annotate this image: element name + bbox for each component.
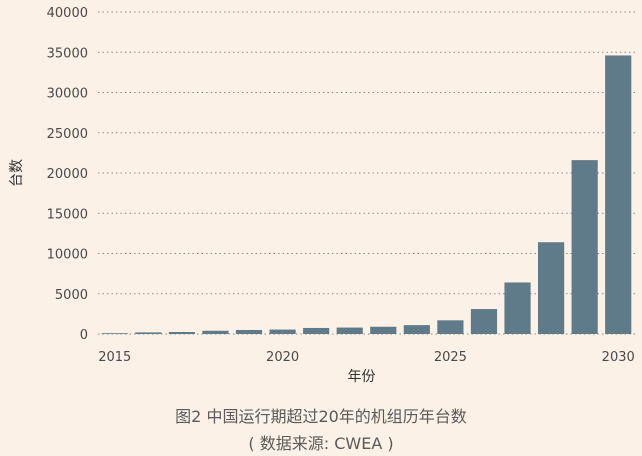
bar-2022 (336, 327, 363, 334)
y-axis-label: 台数 (9, 159, 25, 187)
y-axis-ticks: 0 5000 10000 15000 20000 25000 30000 35000 40000 (47, 6, 88, 343)
y-tick-label: 5000 (55, 288, 88, 303)
bar-2017 (168, 331, 195, 334)
figure-caption: 图2 中国运行期超过20年的机组历年台数 (175, 407, 467, 426)
bar-2028 (538, 242, 565, 334)
bar-2029 (571, 160, 598, 334)
bar-2018 (202, 330, 229, 334)
y-tick-label: 35000 (47, 46, 88, 61)
x-axis-label: 年份 (348, 369, 376, 385)
bar-2026 (470, 309, 498, 334)
y-tick-label: 20000 (47, 167, 88, 182)
bar-2025 (437, 320, 464, 334)
data-source-note: ( 数据来源: CWEA ) (248, 434, 394, 453)
bar-2023 (370, 326, 397, 334)
bar-2021 (303, 327, 330, 334)
y-tick-label: 30000 (47, 87, 88, 102)
bar-2020 (269, 329, 296, 334)
bars (101, 55, 632, 334)
y-tick-label: 10000 (47, 248, 88, 263)
x-tick-label: 2030 (602, 350, 635, 365)
bar-2030 (605, 55, 632, 334)
bar-2015 (101, 333, 128, 334)
y-tick-label: 15000 (47, 207, 88, 222)
x-tick-label: 2015 (98, 350, 131, 365)
x-tick-label: 2025 (434, 350, 467, 365)
bar-2016 (135, 332, 162, 334)
y-tick-label: 0 (80, 328, 88, 343)
bar-2019 (235, 329, 263, 334)
y-tick-label: 40000 (47, 6, 88, 21)
bar-2024 (403, 325, 430, 334)
bar-2027 (504, 282, 531, 334)
bar-chart: 0 5000 10000 15000 20000 25000 30000 35000 40000… (9, 6, 635, 385)
y-tick-label: 25000 (47, 127, 88, 142)
x-axis-ticks: 2015 2020 2025 2030 (98, 350, 635, 365)
x-tick-label: 2020 (266, 350, 299, 365)
